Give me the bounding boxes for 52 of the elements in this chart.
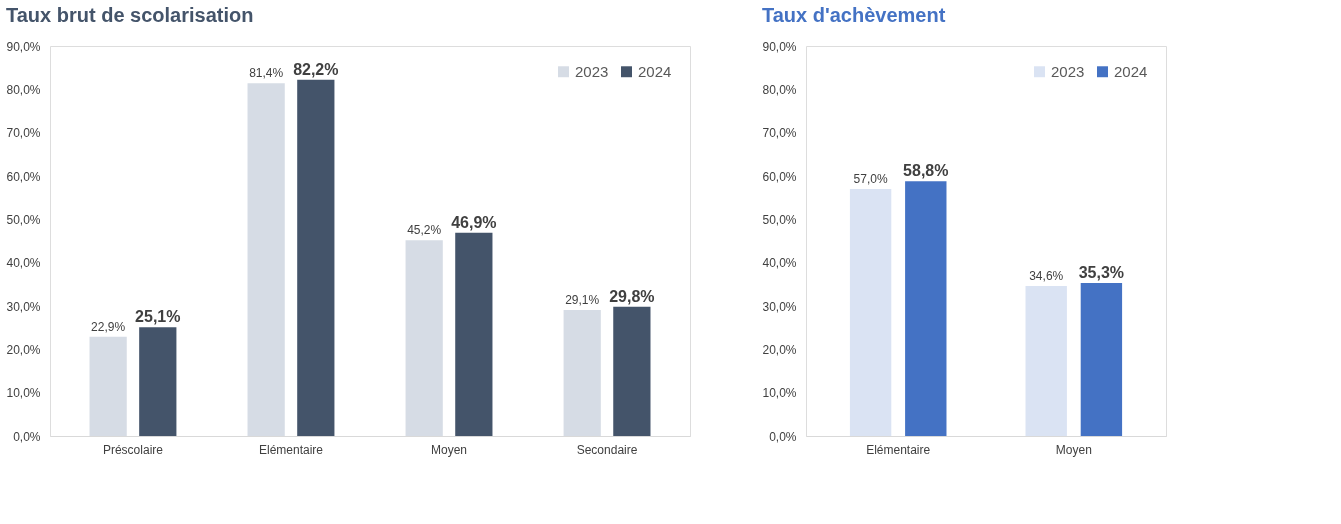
y-tick-label: 40,0%: [762, 256, 797, 271]
bar: [1080, 283, 1123, 436]
data-label: 34,6%: [1029, 269, 1064, 284]
data-label: 29,8%: [609, 287, 655, 305]
bar: [139, 327, 177, 436]
data-label: 58,8%: [903, 162, 949, 180]
y-tick-label: 70,0%: [6, 126, 41, 141]
y-tick-label: 20,0%: [762, 342, 797, 357]
y-tick-label: 80,0%: [6, 82, 41, 97]
y-tick-label: 30,0%: [762, 299, 797, 314]
data-label: 57,0%: [853, 172, 888, 186]
data-label: 82,2%: [293, 60, 339, 78]
data-label: 45,2%: [407, 223, 442, 238]
y-tick-label: 20,0%: [6, 342, 41, 357]
y-tick-label: 60,0%: [6, 169, 41, 184]
bar: [1025, 286, 1067, 436]
y-tick-label: 0,0%: [13, 429, 41, 444]
bar: [905, 181, 947, 436]
y-tick-label: 0,0%: [769, 429, 797, 444]
data-label: 35,3%: [1078, 264, 1125, 282]
x-tick-label: Moyen: [431, 442, 468, 457]
data-label: 81,4%: [249, 66, 284, 81]
data-label: 22,9%: [91, 319, 126, 334]
bar: [613, 306, 651, 436]
y-tick-label: 50,0%: [6, 212, 41, 227]
y-tick-label: 80,0%: [762, 82, 797, 97]
x-tick-label: Moyen: [1055, 442, 1092, 457]
y-tick-label: 40,0%: [6, 256, 41, 271]
bar: [849, 189, 892, 436]
legend-label: 2024: [638, 62, 672, 80]
data-label: 25,1%: [135, 308, 181, 326]
chart-title: Taux brut de scolarisation: [5, 4, 254, 26]
data-label: 29,1%: [565, 292, 600, 307]
x-tick-label: Elémentaire: [866, 442, 931, 457]
chart-title: Taux d'achèvement: [761, 4, 946, 26]
bar: [297, 79, 335, 436]
y-tick-label: 10,0%: [6, 386, 41, 401]
legend-label: 2023: [1051, 62, 1085, 80]
y-tick-label: 90,0%: [762, 39, 797, 54]
y-tick-label: 90,0%: [6, 39, 41, 54]
y-tick-label: 70,0%: [762, 126, 797, 141]
x-tick-label: Préscolaire: [102, 442, 164, 457]
legend-label: 2023: [575, 62, 609, 80]
x-tick-label: Elémentaire: [258, 442, 324, 457]
y-tick-label: 50,0%: [762, 212, 797, 227]
y-tick-label: 30,0%: [6, 299, 41, 314]
y-tick-label: 60,0%: [762, 169, 797, 184]
bar: [455, 232, 493, 436]
y-tick-label: 10,0%: [762, 386, 797, 401]
x-tick-label: Secondaire: [576, 442, 638, 457]
data-label: 46,9%: [451, 213, 497, 231]
legend-label: 2024: [1114, 62, 1148, 80]
